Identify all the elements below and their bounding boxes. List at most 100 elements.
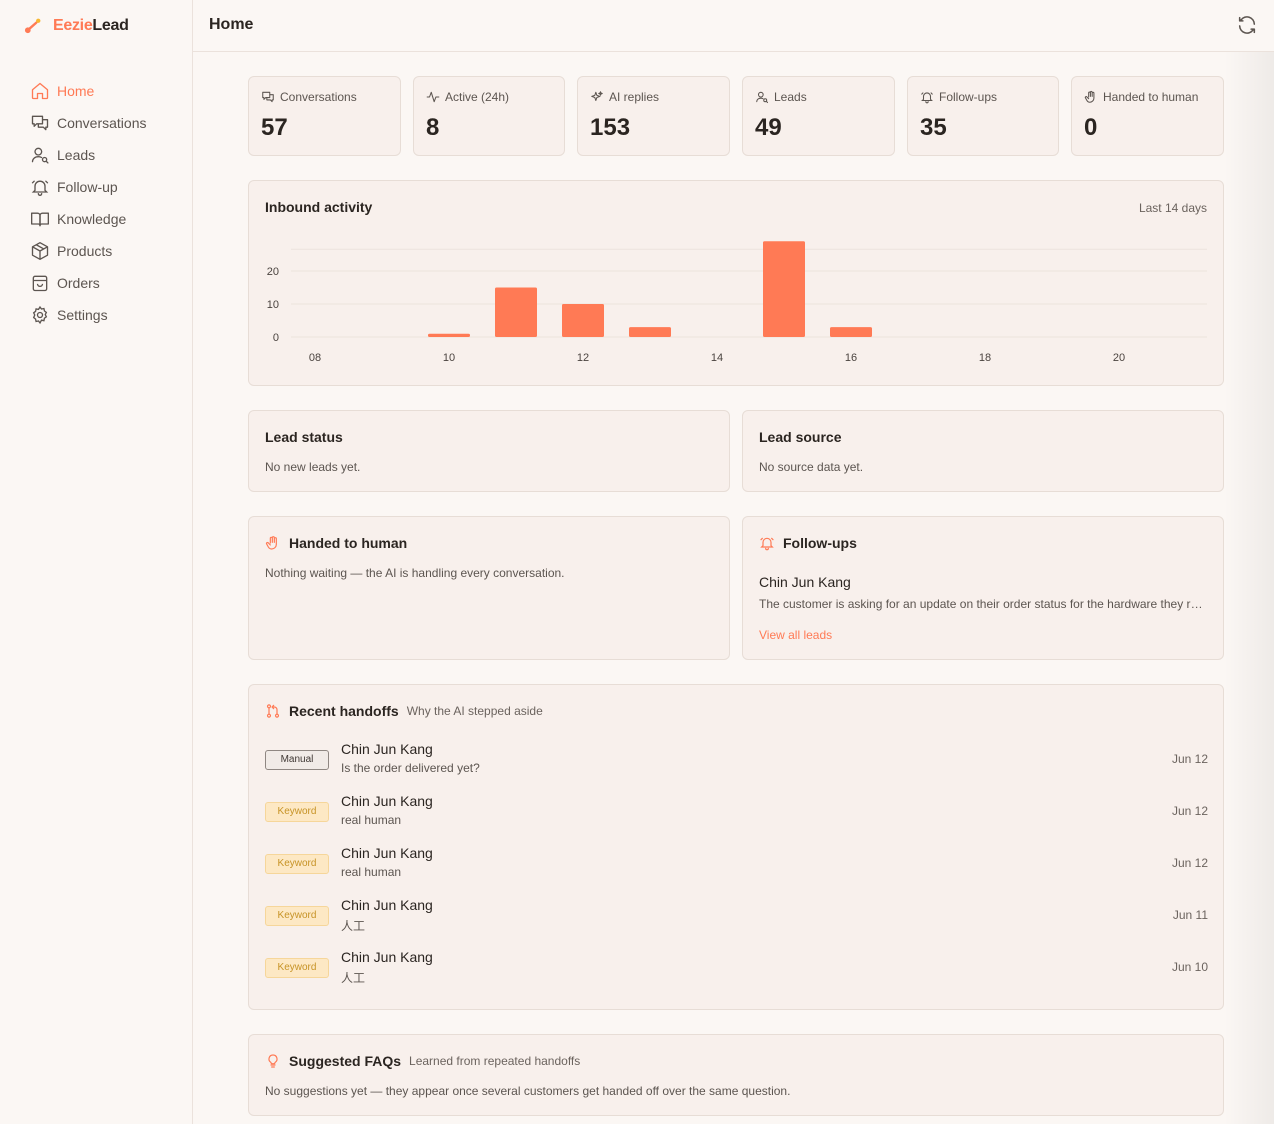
lightbulb-icon (268, 1054, 278, 1068)
stat-value: 35 (920, 114, 947, 141)
handoff-message: 人工 (341, 919, 366, 933)
bar[interactable] (495, 287, 537, 338)
card-title: Recent handoffs Why the AI stepped aside (265, 703, 543, 719)
stat-value: 0 (1084, 114, 1098, 141)
book-icon (31, 212, 49, 227)
handoff-date: Jun 12 (1171, 856, 1208, 870)
sidebar-nav: Home Conversations Leads Follow-up Knowl… (24, 75, 184, 331)
stat-label: Handed to human (1084, 90, 1198, 104)
card-subtitle: Learned from repeated handoffs (409, 1054, 581, 1068)
handoff-reason-badge: Keyword (265, 854, 329, 874)
handoff-date: Jun 11 (1172, 908, 1208, 922)
empty-state-text: No new leads yet. (265, 460, 361, 474)
sidebar-item-settings[interactable]: Settings (24, 299, 184, 331)
box-icon (31, 242, 49, 260)
stat-label: Follow-ups (920, 90, 997, 104)
handoff-row[interactable]: Manual Chin Jun Kang Is the order delive… (265, 741, 1208, 781)
logo-icon (24, 18, 41, 34)
sidebar-item-label: Leads (57, 147, 96, 163)
handoff-message: Is the order delivered yet? (341, 761, 480, 775)
handoff-date: Jun 12 (1171, 804, 1208, 818)
bar[interactable] (562, 304, 604, 337)
sidebar-item-label: Home (57, 83, 95, 99)
bag-icon (32, 275, 48, 292)
page-title: Home (209, 16, 254, 33)
x-tick-label: 16 (845, 352, 857, 364)
handoff-row[interactable]: Keyword Chin Jun Kang real human Jun 12 (265, 845, 1208, 885)
stat-card-leads[interactable]: Leads 49 (742, 76, 895, 156)
sidebar-item-leads[interactable]: Leads (24, 139, 184, 171)
customer-name: Chin Jun Kang (341, 793, 433, 809)
card-title: Follow-ups (759, 535, 857, 551)
main-content: Conversations 57 Active (24h) 8 AI repli… (193, 52, 1274, 1124)
follow-up-summary: The customer is asking for an update on … (759, 597, 1209, 611)
card-title: Lead source (759, 429, 842, 445)
hand-icon (265, 536, 277, 550)
y-tick-label: 0 (273, 332, 279, 344)
bell-icon (921, 92, 933, 104)
handoff-reason-badge: Keyword (265, 906, 329, 926)
sidebar-item-orders[interactable]: Orders (24, 267, 184, 299)
stat-card-conversations[interactable]: Conversations 57 (248, 76, 401, 156)
stat-value: 49 (755, 114, 782, 141)
handoff-date: Jun 12 (1171, 752, 1208, 766)
sidebar-item-knowledge[interactable]: Knowledge (24, 203, 184, 235)
handoff-row[interactable]: Keyword Chin Jun Kang 人工 Jun 10 (265, 949, 1208, 989)
view-all-leads-link[interactable]: View all leads (759, 628, 833, 642)
activity-icon (426, 91, 440, 103)
bar[interactable] (763, 241, 805, 337)
sparkles-icon (591, 91, 603, 102)
card-title: Lead status (265, 429, 343, 445)
handoff-message: real human (341, 813, 402, 827)
handoff-row[interactable]: Keyword Chin Jun Kang 人工 Jun 11 (265, 897, 1208, 937)
inbound-activity-chart: 0 10 20 08 10 12 14 16 18 20 (267, 241, 1207, 364)
handoff-message: 人工 (341, 971, 366, 985)
sidebar: EezieLead Home Conversations Leads Follo… (0, 0, 193, 1124)
customer-name: Chin Jun Kang (341, 845, 433, 861)
x-tick-label: 20 (1113, 352, 1125, 364)
recent-handoffs-card: Recent handoffs Why the AI stepped aside… (248, 684, 1224, 1010)
handoff-reason-badge: Manual (265, 750, 329, 770)
brand-name: EezieLead (53, 16, 129, 34)
brand-logo[interactable]: EezieLead (24, 16, 129, 35)
handoff-reason-badge: Keyword (265, 802, 329, 822)
stat-label: Conversations (261, 90, 357, 104)
sidebar-item-home[interactable]: Home (24, 75, 184, 107)
x-tick-label: 12 (577, 352, 589, 364)
user-search-icon (31, 147, 49, 164)
y-tick-label: 10 (267, 299, 279, 311)
hand-icon (1084, 90, 1095, 103)
stat-card-follow-ups[interactable]: Follow-ups 35 (907, 76, 1059, 156)
bar[interactable] (830, 327, 872, 337)
sidebar-item-conversations[interactable]: Conversations (24, 107, 184, 139)
card-title: Suggested FAQs Learned from repeated han… (265, 1053, 580, 1069)
bar[interactable] (428, 333, 470, 337)
sidebar-item-label: Knowledge (57, 211, 127, 227)
bar[interactable] (629, 327, 671, 337)
handoff-row[interactable]: Keyword Chin Jun Kang real human Jun 12 (265, 793, 1208, 833)
card-title: Inbound activity (265, 199, 373, 215)
sidebar-item-label: Conversations (57, 115, 147, 131)
home-icon (31, 82, 49, 100)
bell-icon (760, 537, 774, 551)
stat-card-active[interactable]: Active (24h) 8 (413, 76, 565, 156)
follow-up-customer-name[interactable]: Chin Jun Kang (759, 574, 851, 590)
card-subtitle: Why the AI stepped aside (406, 704, 543, 718)
sidebar-item-products[interactable]: Products (24, 235, 184, 267)
sidebar-item-follow-up[interactable]: Follow-up (24, 171, 184, 203)
stat-card-ai-replies[interactable]: AI replies 153 (577, 76, 730, 156)
empty-state-text: No suggestions yet — they appear once se… (265, 1084, 791, 1098)
card-title: Handed to human (265, 535, 407, 551)
customer-name: Chin Jun Kang (341, 897, 433, 913)
gear-icon (32, 305, 48, 325)
refresh-icon[interactable] (1236, 14, 1258, 36)
bell-icon (31, 180, 49, 196)
lead-source-card: Lead source No source data yet. (742, 410, 1224, 492)
handoff-date: Jun 10 (1171, 960, 1208, 974)
handoff-message: real human (341, 865, 402, 879)
stat-card-handed-to-human[interactable]: Handed to human 0 (1071, 76, 1224, 156)
handed-to-human-card: Handed to human Nothing waiting — the AI… (248, 516, 730, 660)
stat-value: 57 (261, 114, 288, 141)
user-search-icon (756, 91, 769, 104)
sidebar-item-label: Orders (57, 275, 100, 291)
